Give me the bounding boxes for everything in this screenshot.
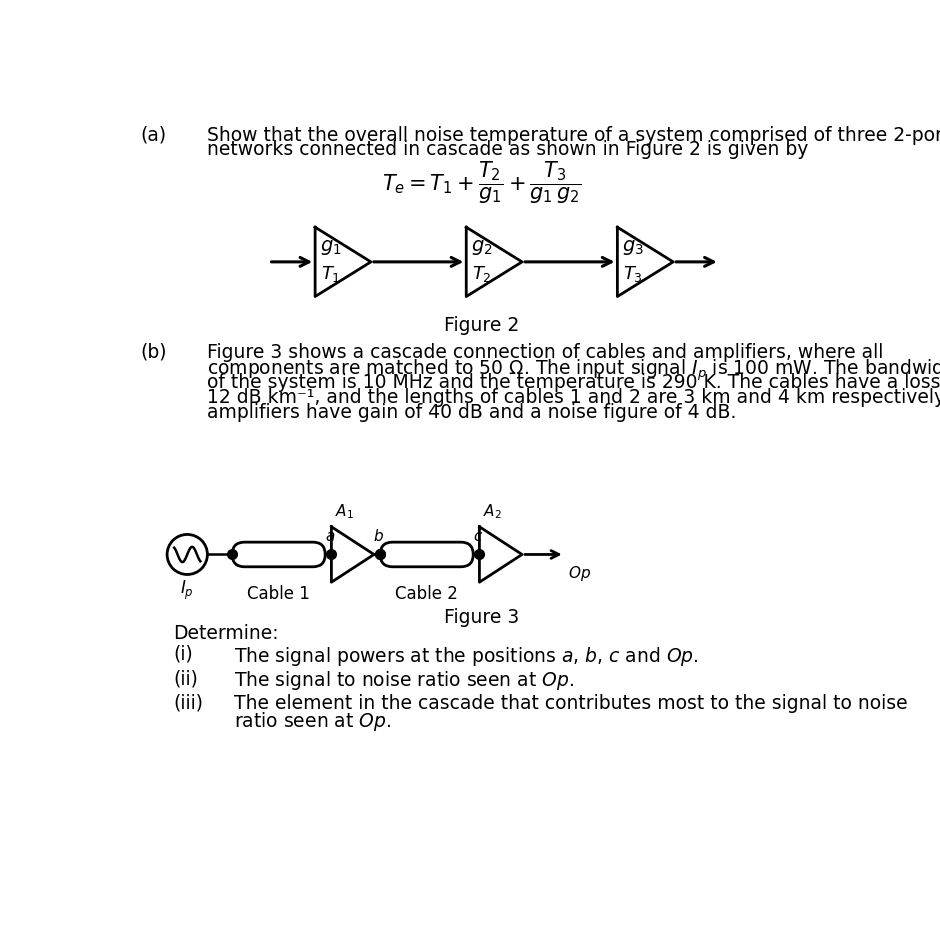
Text: 12 dB km⁻¹, and the lengths of cables 1 and 2 are 3 km and 4 km respectively. Th: 12 dB km⁻¹, and the lengths of cables 1 … [207, 388, 940, 407]
Text: Show that the overall noise temperature of a system comprised of three 2-port: Show that the overall noise temperature … [207, 126, 940, 144]
Text: Determine:: Determine: [173, 624, 279, 642]
Text: $a$: $a$ [324, 530, 335, 544]
Text: $T_3$: $T_3$ [623, 264, 643, 284]
Text: Figure 2: Figure 2 [444, 316, 520, 335]
Text: networks connected in cascade as shown in Figure 2 is given by: networks connected in cascade as shown i… [207, 141, 808, 159]
Text: $A_2$: $A_2$ [483, 502, 502, 520]
Text: (b): (b) [141, 343, 167, 362]
Text: components are matched to 50 Ω. The input signal $I_p$ is 100 mW. The bandwidth: components are matched to 50 Ω. The inpu… [207, 358, 940, 384]
Text: Figure 3 shows a cascade connection of cables and amplifiers, where all: Figure 3 shows a cascade connection of c… [207, 343, 883, 362]
Text: ratio seen at $Op$.: ratio seen at $Op$. [234, 710, 391, 733]
Text: $I_p$: $I_p$ [180, 579, 195, 602]
Text: (a): (a) [141, 126, 167, 144]
Text: Cable 1: Cable 1 [247, 586, 310, 603]
Text: $Op$: $Op$ [568, 563, 590, 583]
Text: (i): (i) [173, 644, 193, 664]
Text: $b$: $b$ [373, 528, 384, 544]
Text: Figure 3: Figure 3 [444, 608, 520, 627]
Text: The signal powers at the positions $a$, $b$, $c$ and $Op$.: The signal powers at the positions $a$, … [234, 644, 698, 668]
Text: (iii): (iii) [173, 694, 203, 713]
Text: (ii): (ii) [173, 669, 198, 688]
Text: of the system is 10 MHz and the temperature is 290 K. The cables have a loss of: of the system is 10 MHz and the temperat… [207, 372, 940, 392]
Text: The signal to noise ratio seen at $Op$.: The signal to noise ratio seen at $Op$. [234, 669, 573, 693]
Text: $c$: $c$ [473, 530, 483, 544]
Text: $A_1$: $A_1$ [335, 502, 353, 520]
Text: $T_2$: $T_2$ [472, 264, 492, 284]
Text: $T_1$: $T_1$ [321, 264, 340, 284]
Text: $g_3$: $g_3$ [622, 237, 644, 257]
Text: $T_e = T_1 + \dfrac{T_2}{g_1} + \dfrac{T_3}{g_1\,g_2}$: $T_e = T_1 + \dfrac{T_2}{g_1} + \dfrac{T… [382, 159, 582, 206]
Text: $g_1$: $g_1$ [320, 237, 341, 257]
Text: Cable 2: Cable 2 [396, 586, 458, 603]
Text: $g_2$: $g_2$ [471, 237, 493, 257]
Text: The element in the cascade that contributes most to the signal to noise: The element in the cascade that contribu… [234, 694, 907, 713]
Text: amplifiers have gain of 40 dB and a noise figure of 4 dB.: amplifiers have gain of 40 dB and a nois… [207, 403, 736, 422]
